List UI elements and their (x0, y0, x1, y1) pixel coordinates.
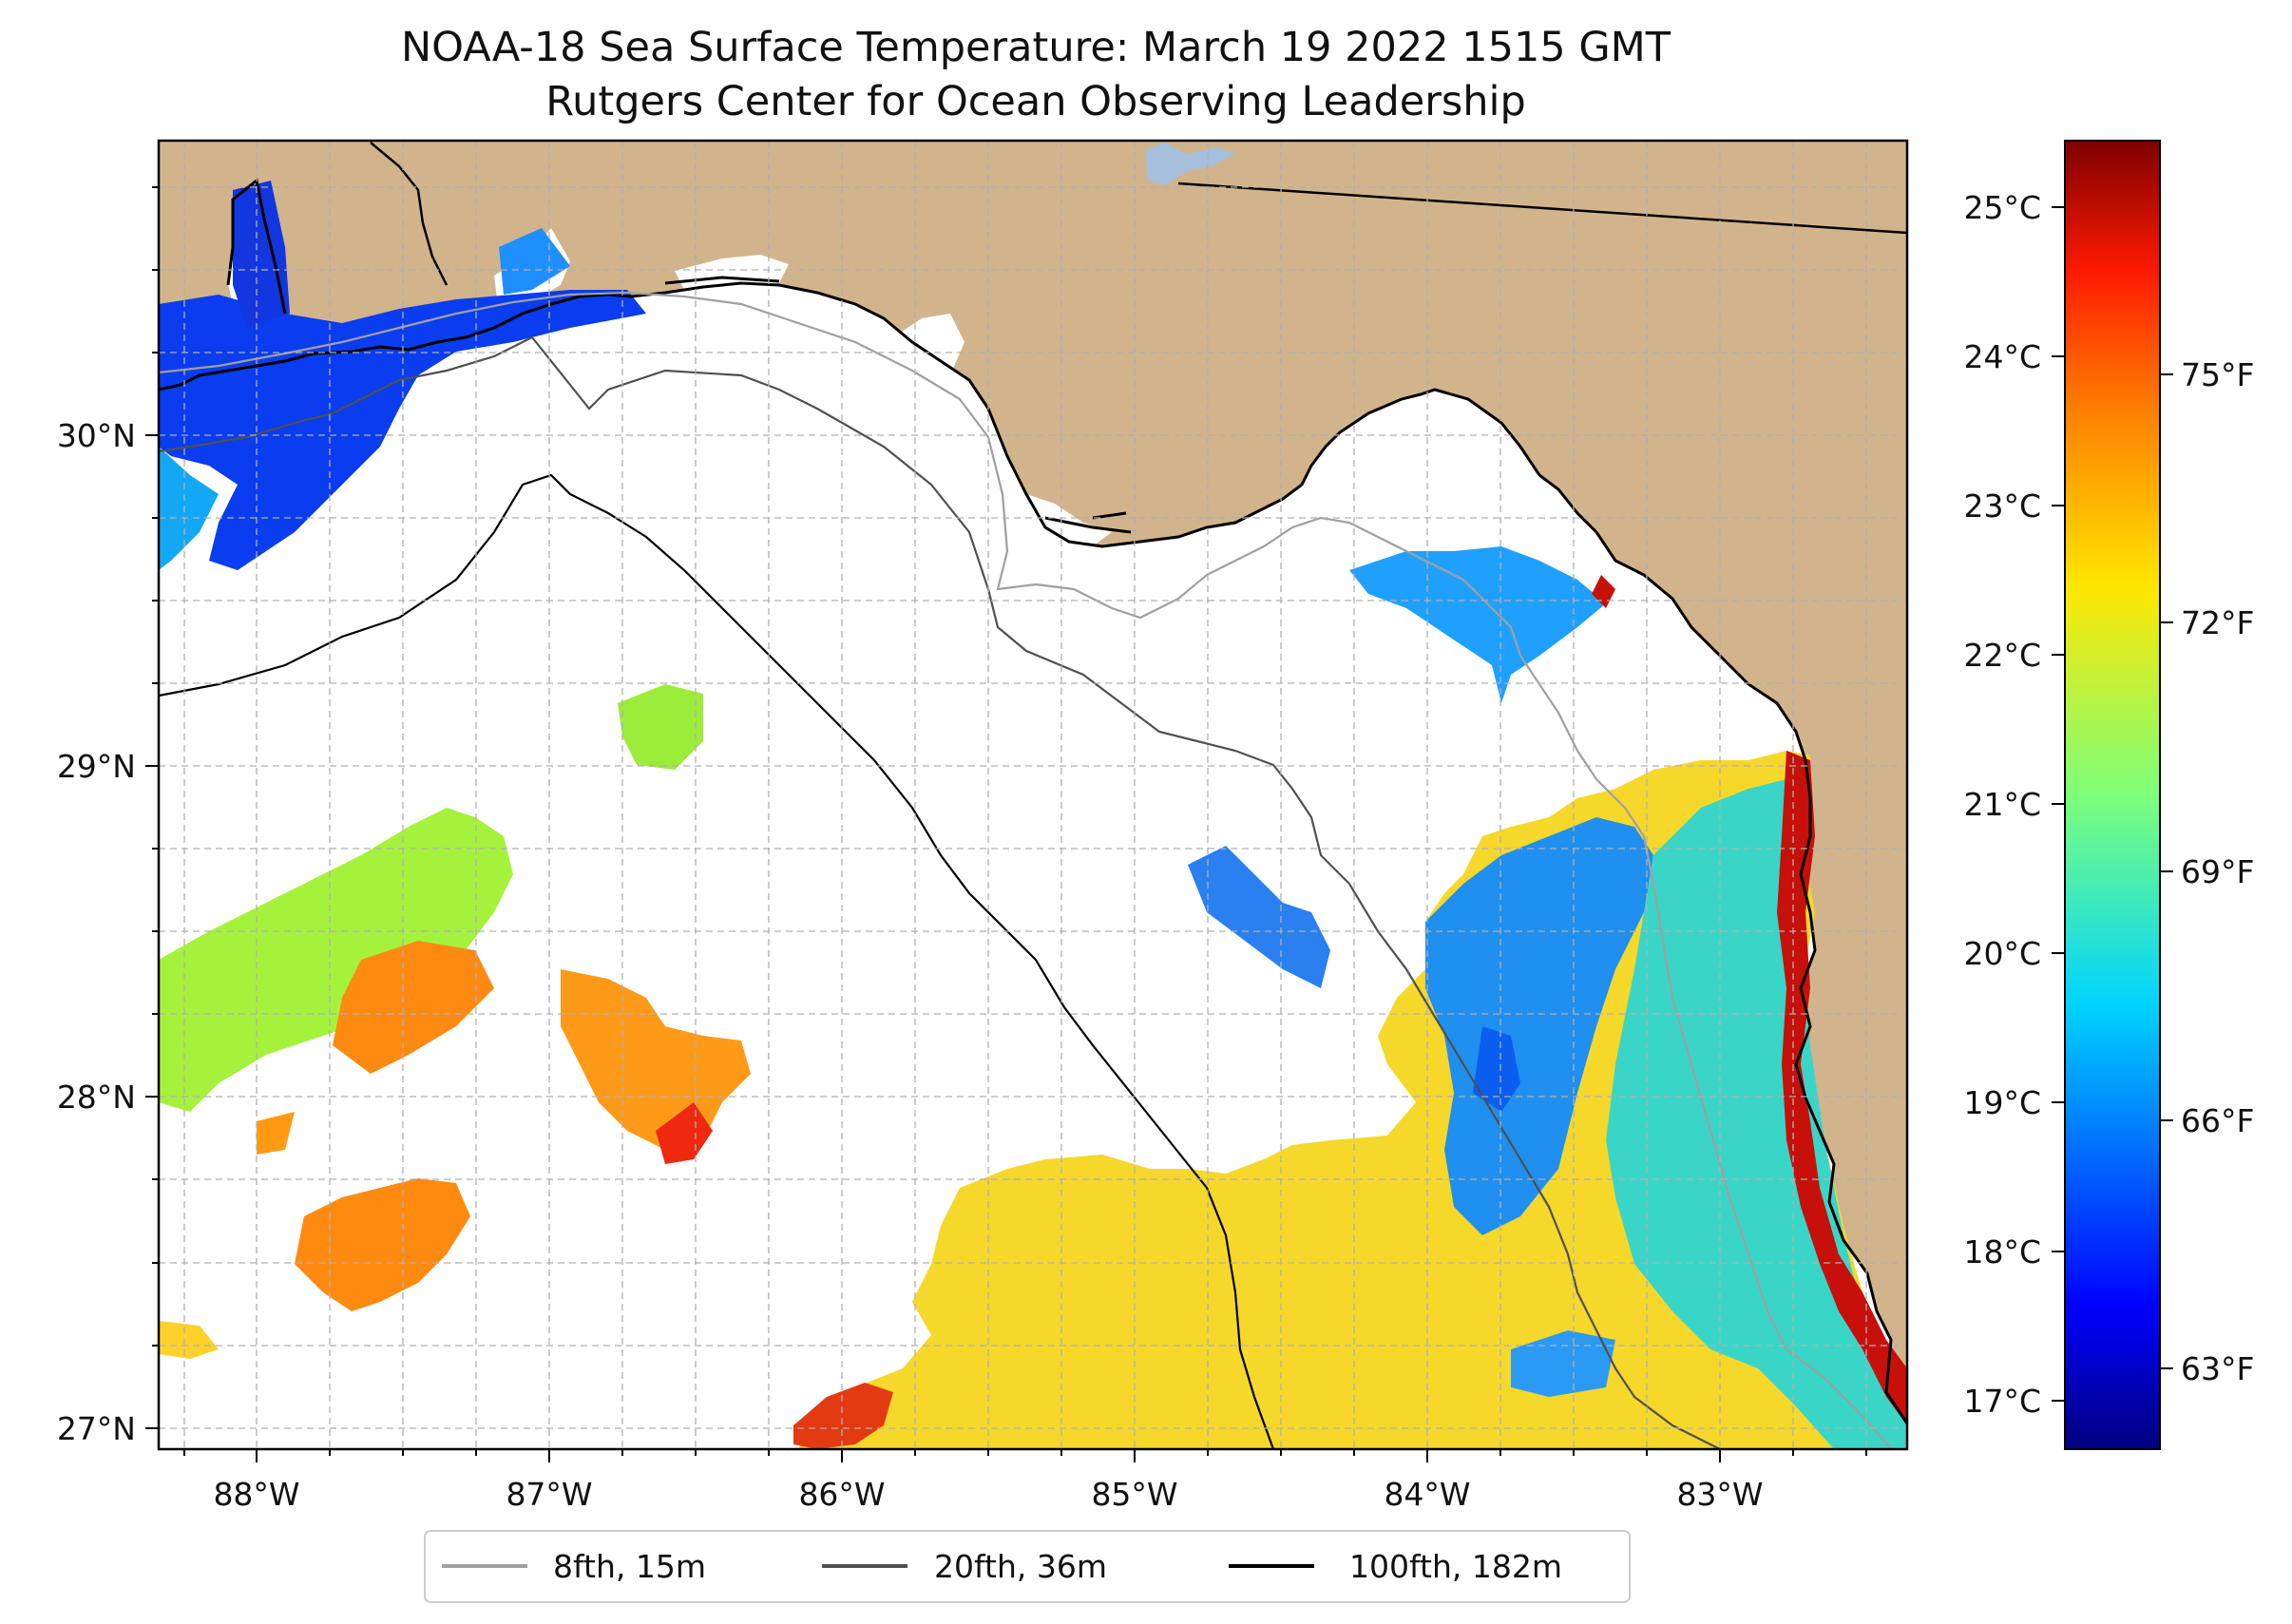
isobath-20fth (159, 335, 1721, 1449)
lon-axis (183, 1449, 1867, 1462)
lon-tick-label: 84°W (1384, 1476, 1470, 1513)
celsius-tick-label: 23°C (1963, 487, 2041, 525)
legend-label-100fth: 100fth, 182m (1349, 1548, 1562, 1585)
lat-tick-label: 29°N (57, 748, 136, 785)
lon-tick-label: 86°W (798, 1476, 885, 1513)
colorbar: 17°C 18°C 19°C 20°C 21°C 22°C 23°C 24°C … (1963, 140, 2254, 1450)
sst-patch-west-small-orange (257, 1112, 295, 1155)
sst-patch-east-cold (1425, 817, 1653, 1235)
celsius-tick-labels: 17°C 18°C 19°C 20°C 21°C 22°C 23°C 24°C … (1963, 189, 2041, 1420)
legend-box (424, 1530, 1631, 1603)
lon-tick-label: 83°W (1676, 1476, 1763, 1513)
title-line-1: NOAA-18 Sea Surface Temperature: March 1… (401, 24, 1671, 71)
sst-data-layer (159, 181, 1907, 1449)
celsius-tick-label: 20°C (1963, 935, 2041, 972)
fahrenheit-tick-label: 75°F (2181, 356, 2254, 393)
celsius-tick-label: 22°C (1963, 637, 2041, 674)
fahrenheit-tick-labels: 63°F 66°F 69°F 72°F 75°F (2181, 356, 2254, 1387)
sst-patch-east-mid-blue (1473, 1026, 1520, 1112)
sst-patch-coast-cyan (1349, 546, 1606, 703)
fahrenheit-tick-label: 63°F (2181, 1350, 2254, 1387)
lat-tick-label: 28°N (57, 1079, 136, 1116)
celsius-scale (2052, 206, 2065, 1402)
legend-label-8fth: 8fth, 15m (553, 1548, 706, 1585)
celsius-tick-label: 24°C (1963, 338, 2041, 375)
land-area (159, 141, 1907, 1423)
legend-label-20fth: 20fth, 36m (934, 1548, 1107, 1585)
colorbar-gradient (2064, 140, 2161, 1450)
lake-seminole (1145, 143, 1235, 185)
sst-patch-center-red (656, 1102, 713, 1164)
lon-tick-label: 85°W (1091, 1476, 1177, 1513)
celsius-tick-label: 21°C (1963, 786, 2041, 823)
title-line-2: Rutgers Center for Ocean Observing Leade… (545, 78, 1526, 125)
sst-patch-coastal-red (1592, 575, 1907, 1425)
fahrenheit-scale (2160, 373, 2173, 1369)
sst-patch-west-green (159, 808, 513, 1112)
isobath-8fth (159, 291, 1892, 1449)
celsius-tick-label: 18°C (1963, 1233, 2041, 1271)
map-frame (157, 139, 1909, 1451)
state-boundary-line-west (370, 142, 449, 286)
apalachicola-bay (1026, 494, 1112, 546)
sst-patch-southwest-red (793, 1383, 893, 1449)
isobath-legend: 8fth, 15m 20fth, 36m 100fth, 182m (424, 1530, 1631, 1603)
celsius-tick-label: 19°C (1963, 1084, 2041, 1121)
sst-patch-east-south-blue (1511, 1330, 1615, 1397)
sst-patch-west-orange (333, 941, 494, 1074)
sst-patch-mobile-cold (233, 181, 290, 328)
lat-tick-labels: 27°N 28°N 29°N 30°N (57, 417, 136, 1447)
lon-tick-labels: 88°W 87°W 86°W 85°W 84°W 83°W (213, 1476, 1763, 1513)
sst-patch-west-edge-yellow (159, 1321, 219, 1359)
celsius-tick-label: 17°C (1963, 1383, 2041, 1420)
lat-tick-label: 30°N (57, 417, 136, 454)
sst-patch-coastal-cyan (159, 447, 219, 570)
sst-patch-bigbend-blue (1188, 846, 1330, 988)
isobath-100fth (159, 473, 1275, 1449)
fahrenheit-tick-label: 69°F (2181, 853, 2254, 890)
map-grid (159, 141, 1907, 1449)
lon-tick-label: 88°W (213, 1476, 299, 1513)
lon-tick-label: 87°W (506, 1476, 592, 1513)
lat-tick-label: 27°N (57, 1410, 136, 1447)
map-panel (159, 141, 1907, 1449)
sst-patch-southwest-orange (295, 1178, 470, 1311)
sst-patch-center-green (618, 684, 703, 770)
fahrenheit-tick-label: 66°F (2181, 1102, 2254, 1139)
fahrenheit-tick-label: 72°F (2181, 604, 2254, 641)
state-boundary-line (1177, 182, 1907, 235)
sst-patch-pensacola-cyan (499, 228, 570, 295)
sst-patch-coastal-cold (159, 290, 646, 570)
celsius-tick-label: 25°C (1963, 189, 2041, 226)
lat-axis (145, 186, 159, 1429)
